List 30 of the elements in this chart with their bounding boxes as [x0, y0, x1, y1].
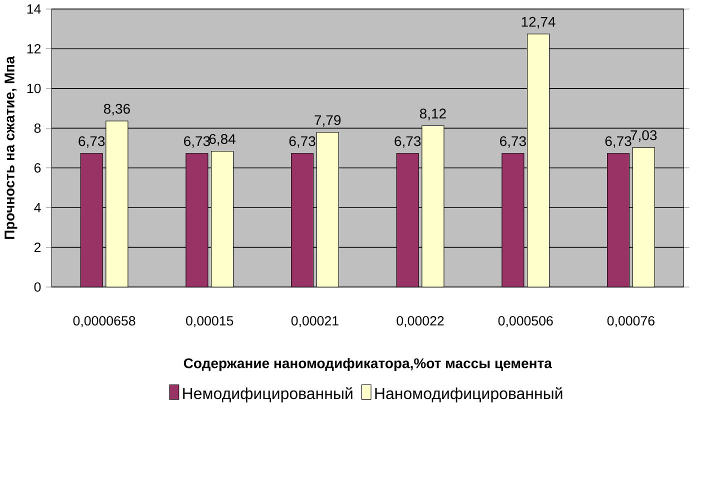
x-axis-title: Содержание наномодификатора,%от массы цемента — [184, 358, 552, 372]
legend-label: Наномодифицированный — [375, 387, 562, 403]
x-tick-label: 0,000506 — [498, 316, 553, 328]
data-label: 6,73 — [78, 136, 105, 148]
y-tick-label: 6 — [34, 163, 41, 173]
data-label: 6,84 — [209, 134, 236, 146]
data-label: 6,73 — [605, 136, 632, 148]
x-tick-label: 0,0000658 — [73, 316, 136, 328]
data-label: 7,79 — [314, 115, 341, 127]
legend-label: Немодифицированный — [183, 387, 352, 403]
y-tick-label: 10 — [27, 84, 41, 94]
y-axis-title: Прочность на сжатие, Мпа — [4, 56, 18, 240]
y-tick-label: 4 — [34, 203, 41, 212]
y-tick-label: 2 — [34, 242, 41, 252]
x-tick-label: 0,00022 — [396, 316, 444, 328]
data-label: 12,74 — [522, 17, 556, 29]
data-label: 7,03 — [630, 130, 657, 142]
x-tick-label: 0,00015 — [186, 316, 234, 328]
y-tick-label: 8 — [34, 124, 41, 134]
data-label: 6,73 — [289, 136, 316, 148]
x-tick-label: 0,00076 — [607, 316, 654, 328]
y-tick-label: 14 — [27, 4, 41, 14]
x-tick-label: 0,00021 — [291, 316, 338, 328]
data-label: 6,73 — [500, 136, 526, 148]
data-label: 8,36 — [104, 104, 130, 116]
data-label: 6,73 — [184, 136, 210, 148]
data-label: 6,73 — [394, 136, 421, 148]
y-tick-label: 0 — [34, 282, 41, 292]
y-tick-label: 12 — [27, 44, 41, 54]
data-label: 8,12 — [420, 108, 446, 120]
